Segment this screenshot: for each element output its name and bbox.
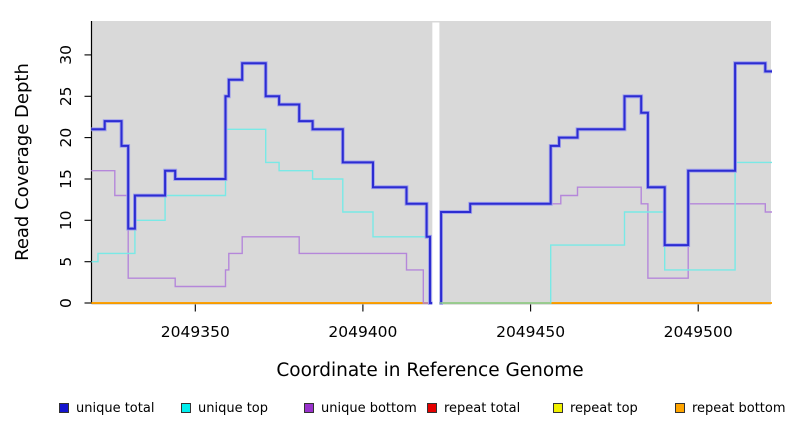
legend-label: repeat bottom <box>692 400 786 416</box>
legend-label: unique top <box>198 400 269 416</box>
legend-swatch-repeat-total <box>427 403 437 413</box>
legend-item-unique-bottom: unique bottom <box>304 399 417 417</box>
legend-item-repeat-total: repeat total <box>427 399 520 417</box>
legend-swatch-repeat-top <box>553 403 563 413</box>
legend-swatch-repeat-bottom <box>675 403 685 413</box>
legend-swatch-unique-top <box>181 403 191 413</box>
legend-label: repeat total <box>444 400 521 416</box>
coverage-plot-canvas: 2049350 2049400 2049450 2049500 0 5 10 15 20 25 30… <box>12 21 772 381</box>
legend-swatch-unique-bottom <box>304 403 314 413</box>
y-tick-label: 25 <box>57 86 75 106</box>
series-unique-total <box>91 62 772 304</box>
y-tick-label: 5 <box>57 257 75 267</box>
legend-item-unique-total: unique total <box>59 399 154 417</box>
x-axis-title: Coordinate in Reference Genome <box>276 360 583 381</box>
legend-label: unique bottom <box>321 400 417 416</box>
x-tick-label: 2049400 <box>328 323 397 341</box>
y-tick-label: 10 <box>57 210 75 230</box>
legend-label: unique total <box>76 400 155 416</box>
y-tick-label: 20 <box>57 128 75 148</box>
x-tick-label: 2049500 <box>664 323 733 341</box>
legend-item-unique-top: unique top <box>181 399 268 417</box>
y-tick-label: 15 <box>57 169 75 189</box>
legend-item-repeat-top: repeat top <box>553 399 638 417</box>
x-tick-label: 2049450 <box>496 323 565 341</box>
missing-data-gap <box>432 22 440 309</box>
y-tick-label: 30 <box>57 45 75 65</box>
legend-swatch-unique-total <box>59 403 69 413</box>
y-tick-label: 0 <box>57 298 75 308</box>
series-unique-bottom <box>91 170 772 304</box>
legend-item-repeat-bottom: repeat bottom <box>675 399 786 417</box>
y-axis-title: Read Coverage Depth <box>12 63 33 261</box>
series-unique-top <box>91 128 772 304</box>
legend-label: repeat top <box>570 400 638 416</box>
legend: unique total unique top unique bottom repea… <box>0 399 792 423</box>
x-tick-label: 2049350 <box>161 323 230 341</box>
